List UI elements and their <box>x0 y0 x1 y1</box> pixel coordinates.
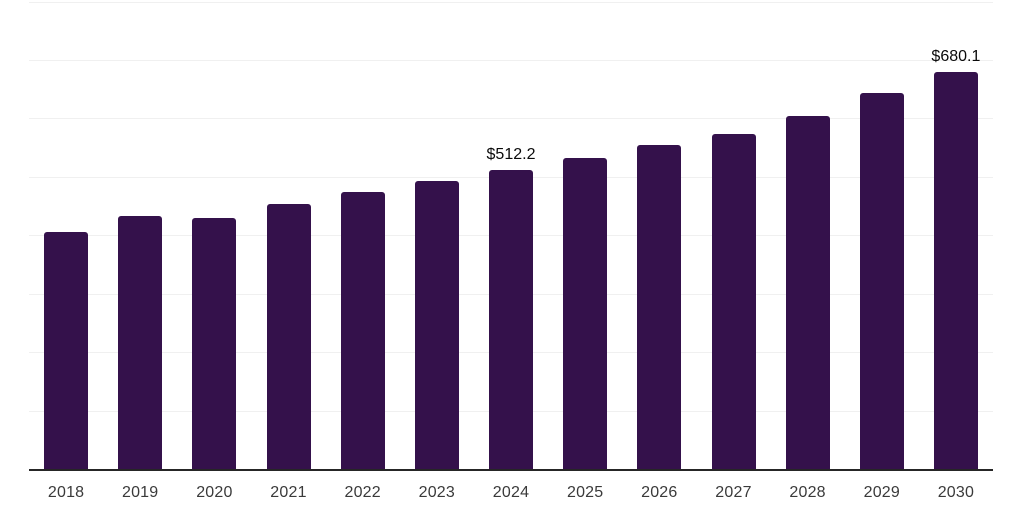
bar-2026 <box>637 145 682 469</box>
gridline-600 <box>29 118 993 120</box>
bar-2020 <box>192 217 237 469</box>
x-tick-label-2029: 2029 <box>863 484 900 501</box>
bar-2025 <box>563 158 608 469</box>
bar-2028 <box>785 116 830 469</box>
x-tick-label-2021: 2021 <box>270 484 307 501</box>
gridline-700 <box>29 59 993 61</box>
x-tick-label-2019: 2019 <box>121 484 159 501</box>
x-tick-label-2023: 2023 <box>418 484 455 501</box>
x-tick-label-2024: 2024 <box>492 484 530 501</box>
bar-2021 <box>266 204 311 469</box>
gridline-800 <box>29 1 993 3</box>
x-axis-line <box>29 468 993 471</box>
data-label-2030: $680.1 <box>931 47 981 65</box>
x-tick-label-2028: 2028 <box>789 484 826 501</box>
x-tick-label-2026: 2026 <box>641 484 678 501</box>
data-label-2024: $512.2 <box>486 145 536 163</box>
x-tick-label-2020: 2020 <box>196 484 233 501</box>
x-tick-label-2030: 2030 <box>937 484 975 501</box>
x-tick-label-2018: 2018 <box>47 484 85 501</box>
bar-2018 <box>44 231 89 469</box>
bar-2027 <box>711 134 756 469</box>
x-tick-label-2027: 2027 <box>715 484 752 501</box>
x-tick-label-2022: 2022 <box>344 484 381 501</box>
bar-2023 <box>414 180 459 469</box>
x-tick-label-2025: 2025 <box>566 484 604 501</box>
bar-2022 <box>340 192 385 469</box>
bar-2029 <box>859 93 904 469</box>
bar-2024 <box>489 169 533 469</box>
bar-2019 <box>118 216 163 469</box>
bar-2030 <box>933 71 978 469</box>
